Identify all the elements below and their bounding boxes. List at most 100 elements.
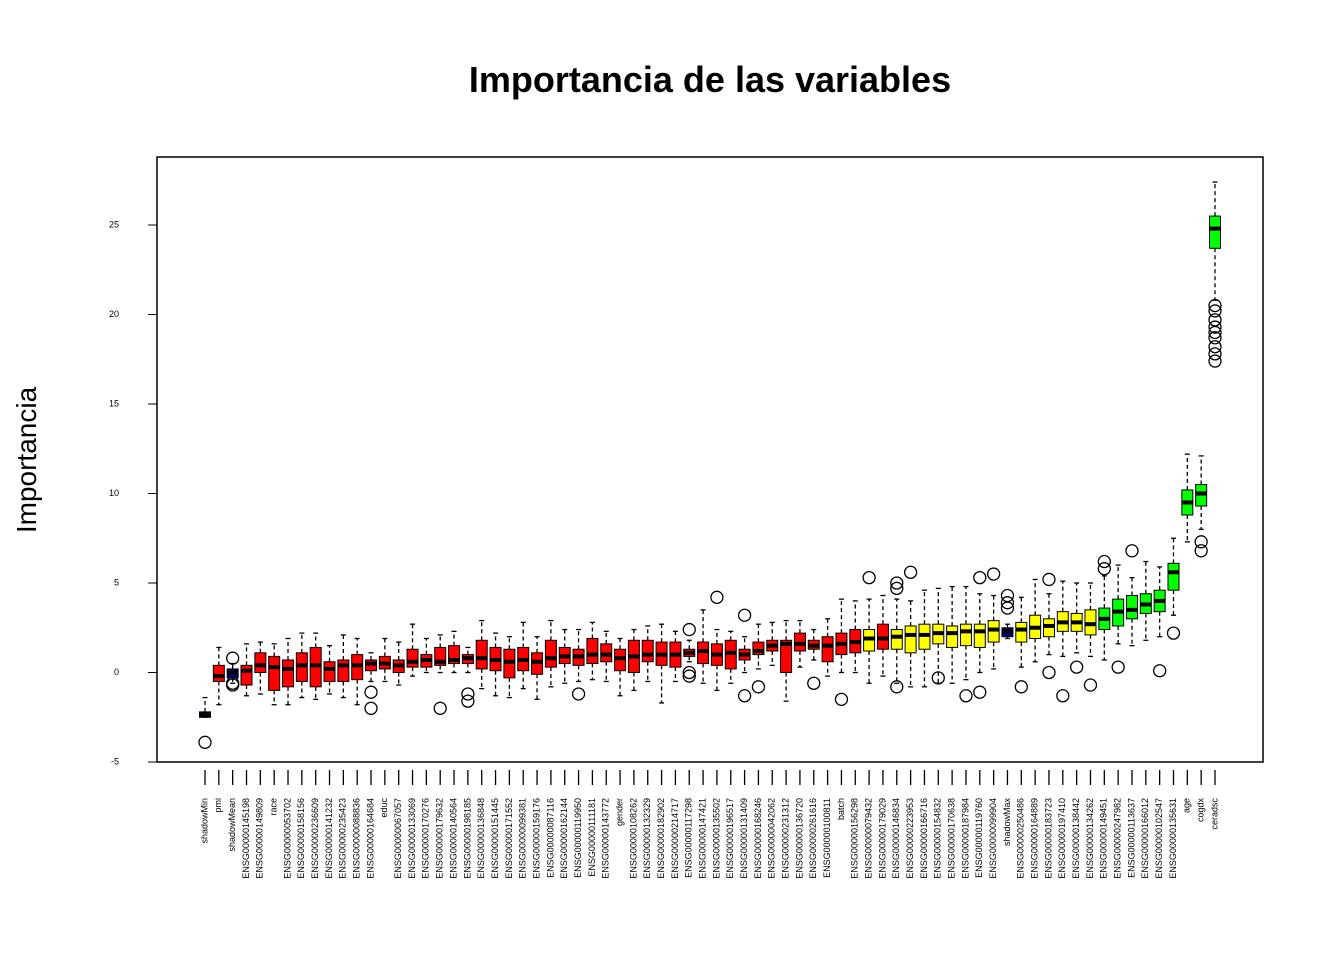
outlier <box>890 680 904 694</box>
box <box>282 659 295 688</box>
x-tick-label: ENSG00000149809 <box>255 798 265 879</box>
y-tick-label: 5 <box>114 577 119 587</box>
x-tick-label: ENSG00000136848 <box>476 798 486 879</box>
x-tick-label: ENSG00000164889 <box>1030 798 1040 879</box>
outlier <box>931 671 945 685</box>
outlier <box>737 608 752 622</box>
x-tick-label: ENSG00000164684 <box>365 798 375 879</box>
outlier <box>834 692 849 707</box>
outlier <box>1208 325 1222 340</box>
x-tick-label: ENSG00000151445 <box>490 798 500 879</box>
outlier <box>1208 347 1222 361</box>
box <box>448 645 461 665</box>
x-tick-label: ENSG00000198185 <box>462 798 472 879</box>
x-tick-label: ENSG00000102547 <box>1154 798 1164 879</box>
box <box>821 636 834 663</box>
outlier <box>433 701 447 715</box>
outlier <box>1097 554 1111 569</box>
x-tick-label: ENSG00000196517 <box>725 798 735 879</box>
box <box>1209 215 1221 249</box>
outlier <box>959 689 973 703</box>
x-tick-label: ENSG00000159176 <box>531 798 541 879</box>
outlier <box>903 565 918 579</box>
x-tick-label: ENSG00000183723 <box>1043 798 1053 879</box>
x-tick-label: ENSG00000111181 <box>587 798 597 877</box>
y-tick-label: 0 <box>114 667 119 677</box>
outlier <box>1208 298 1222 313</box>
y-tick-label: 10 <box>109 488 119 498</box>
x-tick-label: ENSG00000134262 <box>1085 798 1095 879</box>
outlier <box>890 581 904 596</box>
outlier <box>1097 562 1111 576</box>
outlier <box>1125 544 1139 558</box>
box <box>959 623 972 647</box>
outlier <box>1111 660 1125 674</box>
x-tick-label: ENSG00000166012 <box>1140 798 1150 879</box>
x-tick-label: ENSG00000182902 <box>656 798 666 879</box>
x-tick-label: ENSG00000162144 <box>559 798 569 879</box>
outlier <box>710 590 724 604</box>
box <box>641 639 654 663</box>
outlier <box>226 678 240 692</box>
outlier <box>1194 535 1208 549</box>
x-tick-label: shadowMax <box>1002 798 1012 847</box>
x-tick-label: gender <box>614 798 624 826</box>
x-tick-label: ENSG00000067057 <box>393 798 403 879</box>
x-tick-label: ENSG00000187984 <box>960 798 970 879</box>
x-tick-label: ENSG00000042062 <box>767 798 777 879</box>
box <box>890 629 903 650</box>
x-tick-label: ENSG00000147421 <box>697 798 707 879</box>
outlier <box>1042 665 1056 680</box>
outlier <box>1083 678 1098 692</box>
x-tick-label: ENSG00000170276 <box>421 798 431 879</box>
x-tick-label: ENSG00000135631 <box>1168 798 1178 879</box>
outlier <box>986 567 1001 581</box>
x-tick-label: race <box>269 798 279 816</box>
outlier <box>973 685 987 699</box>
x-tick-label: cogdx <box>1196 798 1206 823</box>
x-tick-label: ENSG00000158156 <box>296 798 306 879</box>
x-tick-label: ENSG00000079432 <box>863 798 873 879</box>
x-tick-label: ENSG00000235423 <box>338 798 348 879</box>
box <box>268 655 281 691</box>
box <box>1167 562 1180 591</box>
outlier <box>1014 680 1028 694</box>
outlier <box>198 735 212 749</box>
x-tick-label: ENSG00000131409 <box>739 798 749 879</box>
x-tick-label: ENSG00000231312 <box>780 798 790 879</box>
outlier <box>682 622 696 637</box>
x-tick-label: ceradsc <box>1209 798 1219 830</box>
x-tick-label: ENSG00000214717 <box>670 798 680 879</box>
x-tick-label: ENSG00000149451 <box>1099 798 1109 879</box>
x-tick-label: ENSG00000166716 <box>919 798 929 879</box>
outlier <box>1208 304 1222 318</box>
x-tick-label: ENSG00000119950 <box>573 798 583 878</box>
box <box>1015 621 1028 643</box>
x-tick-label: ENSG00000053702 <box>282 798 292 879</box>
x-tick-label: ENSG00000133069 <box>407 798 417 879</box>
outlier <box>973 570 987 585</box>
box <box>240 664 253 686</box>
x-tick-label: age <box>1182 798 1192 813</box>
outlier <box>1208 340 1222 354</box>
x-tick-label: ENSG00000099381 <box>518 798 528 879</box>
outlier <box>1056 689 1070 703</box>
x-tick-label: ENSG00000099904 <box>988 798 998 879</box>
box <box>586 637 599 665</box>
x-tick-label: ENSG00000154832 <box>933 798 943 879</box>
y-tick-label: 15 <box>109 398 119 408</box>
box <box>973 623 986 648</box>
x-tick-label: ENSG00000135502 <box>711 798 721 879</box>
x-tick-label: ENSG00000179029 <box>877 798 887 879</box>
x-tick-label: ENSG00000146834 <box>891 798 901 879</box>
x-tick-label: ENSG00000113637 <box>1126 798 1136 878</box>
x-tick-label: ENSG00000223953 <box>905 798 915 879</box>
box <box>406 648 419 668</box>
x-tick-label: ENSG00000179632 <box>435 798 445 879</box>
box <box>212 664 225 682</box>
x-tick-label: ENSG00000261616 <box>808 798 818 879</box>
outlier <box>571 687 586 701</box>
x-tick-label: ENSG00000170638 <box>946 798 956 879</box>
outlier <box>807 676 821 690</box>
